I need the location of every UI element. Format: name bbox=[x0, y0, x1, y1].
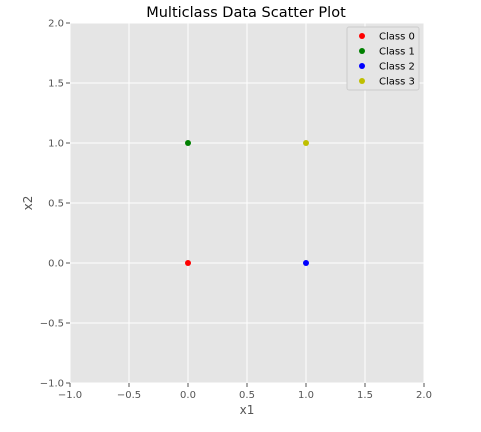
x-tick-label: 0.5 bbox=[239, 390, 255, 401]
y-axis-label: x2 bbox=[21, 196, 35, 211]
x-tick-label: 1.0 bbox=[298, 390, 314, 401]
legend-marker bbox=[359, 48, 365, 54]
y-tick-label: −0.5 bbox=[40, 319, 64, 330]
y-tick-label: −1.0 bbox=[40, 379, 64, 390]
legend-marker bbox=[359, 33, 365, 39]
legend-marker bbox=[359, 78, 365, 84]
legend-label: Class 1 bbox=[379, 47, 415, 58]
x-tick-label: −0.5 bbox=[117, 390, 141, 401]
x-tick-label: −1.0 bbox=[58, 390, 82, 401]
x-axis-label: x1 bbox=[240, 403, 255, 417]
data-point bbox=[185, 260, 191, 266]
legend: Class 0 Class 1 Class 2 Class 3 bbox=[346, 26, 420, 91]
y-tick-label: 1.0 bbox=[48, 139, 64, 150]
x-tick-label: 0.0 bbox=[180, 390, 196, 401]
y-tick-label: 2.0 bbox=[48, 19, 64, 30]
data-points bbox=[185, 140, 309, 266]
y-tick-label: 0.0 bbox=[48, 259, 64, 270]
x-tick-label: 1.5 bbox=[357, 390, 373, 401]
data-point bbox=[185, 140, 191, 146]
chart-title: Multiclass Data Scatter Plot bbox=[146, 5, 346, 21]
legend-label: Class 2 bbox=[379, 62, 415, 73]
data-point bbox=[303, 260, 309, 266]
legend-marker bbox=[359, 63, 365, 69]
y-tick-label: 1.5 bbox=[48, 79, 64, 90]
x-tick-label: 2.0 bbox=[416, 390, 432, 401]
data-point bbox=[303, 140, 309, 146]
legend-label: Class 0 bbox=[379, 32, 415, 43]
legend-box bbox=[346, 26, 420, 91]
y-tick-label: 0.5 bbox=[48, 199, 64, 210]
axis-ticks: −1.0 −0.5 0.0 0.5 1.0 1.5 2.0 −1.0 −0.5 0.0 0.5 1.0… bbox=[40, 19, 432, 402]
legend-label: Class 3 bbox=[379, 77, 415, 88]
